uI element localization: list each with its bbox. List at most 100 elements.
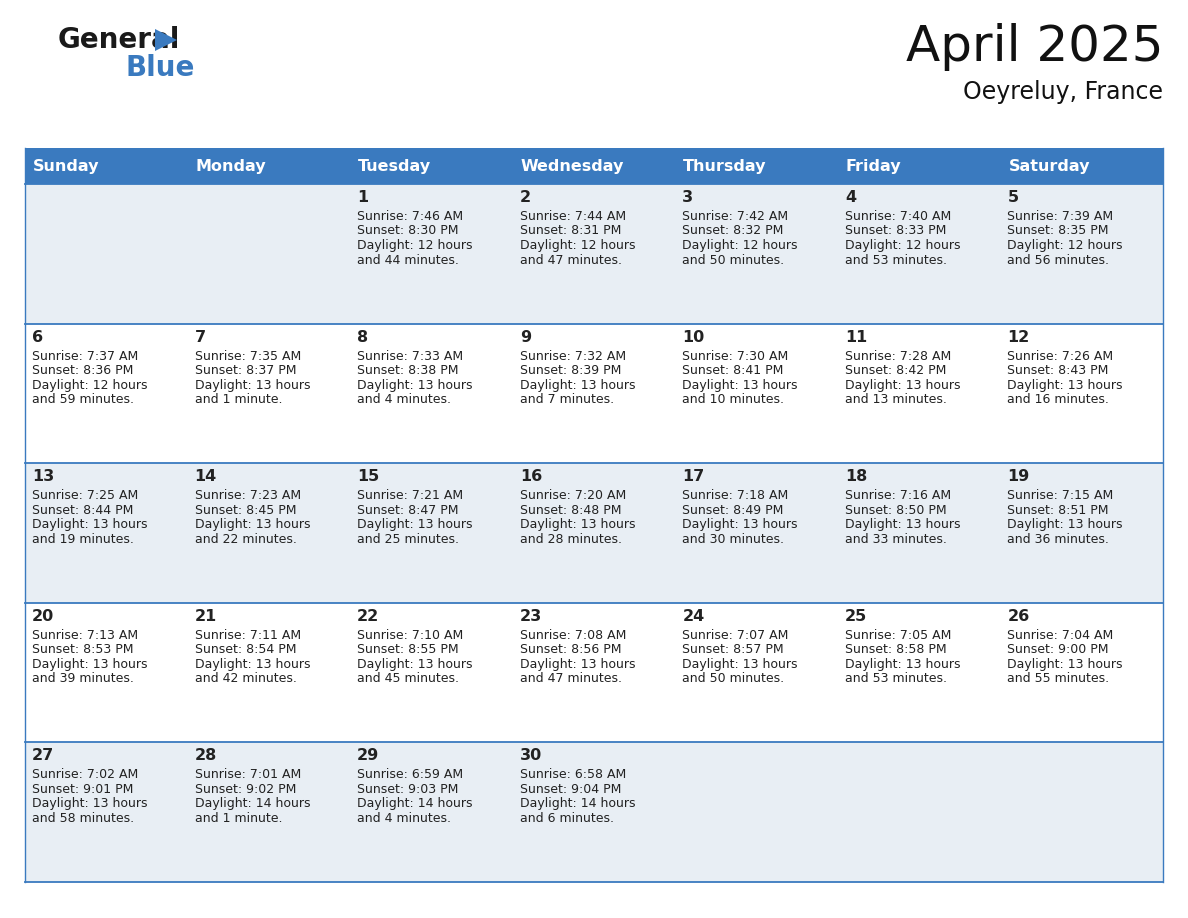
Text: Sunset: 8:53 PM: Sunset: 8:53 PM xyxy=(32,644,133,656)
Text: Daylight: 13 hours: Daylight: 13 hours xyxy=(1007,518,1123,532)
Text: and 53 minutes.: and 53 minutes. xyxy=(845,253,947,266)
Text: Sunrise: 7:18 AM: Sunrise: 7:18 AM xyxy=(682,489,789,502)
Text: Sunrise: 7:15 AM: Sunrise: 7:15 AM xyxy=(1007,489,1113,502)
Text: Sunset: 8:37 PM: Sunset: 8:37 PM xyxy=(195,364,296,377)
Text: Sunset: 8:50 PM: Sunset: 8:50 PM xyxy=(845,504,947,517)
Text: Daylight: 13 hours: Daylight: 13 hours xyxy=(845,658,960,671)
Text: Daylight: 13 hours: Daylight: 13 hours xyxy=(682,518,798,532)
Bar xyxy=(25,324,1163,464)
Text: 29: 29 xyxy=(358,748,379,764)
Bar xyxy=(1000,148,1163,184)
Text: Sunrise: 7:30 AM: Sunrise: 7:30 AM xyxy=(682,350,789,363)
Text: Daylight: 12 hours: Daylight: 12 hours xyxy=(1007,239,1123,252)
Bar xyxy=(188,148,350,184)
Text: Sunrise: 6:59 AM: Sunrise: 6:59 AM xyxy=(358,768,463,781)
Text: 11: 11 xyxy=(845,330,867,344)
Text: Sunset: 9:03 PM: Sunset: 9:03 PM xyxy=(358,783,459,796)
Text: Sunset: 8:49 PM: Sunset: 8:49 PM xyxy=(682,504,784,517)
Bar xyxy=(838,148,1000,184)
Text: Sunset: 8:56 PM: Sunset: 8:56 PM xyxy=(519,644,621,656)
Text: 23: 23 xyxy=(519,609,542,624)
Text: Sunrise: 7:42 AM: Sunrise: 7:42 AM xyxy=(682,210,789,223)
Text: and 1 minute.: and 1 minute. xyxy=(195,812,282,825)
Text: Sunset: 8:36 PM: Sunset: 8:36 PM xyxy=(32,364,133,377)
Text: and 44 minutes.: and 44 minutes. xyxy=(358,253,459,266)
Bar xyxy=(675,148,838,184)
Text: and 53 minutes.: and 53 minutes. xyxy=(845,672,947,686)
Text: Sunrise: 7:46 AM: Sunrise: 7:46 AM xyxy=(358,210,463,223)
Text: and 42 minutes.: and 42 minutes. xyxy=(195,672,297,686)
Text: and 4 minutes.: and 4 minutes. xyxy=(358,812,451,825)
Text: Monday: Monday xyxy=(196,159,266,174)
Text: and 50 minutes.: and 50 minutes. xyxy=(682,672,784,686)
Text: General: General xyxy=(58,26,181,54)
Bar xyxy=(25,148,188,184)
Text: Daylight: 13 hours: Daylight: 13 hours xyxy=(519,658,636,671)
Text: Daylight: 14 hours: Daylight: 14 hours xyxy=(358,798,473,811)
Text: and 47 minutes.: and 47 minutes. xyxy=(519,672,621,686)
Bar xyxy=(25,464,1163,603)
Text: and 55 minutes.: and 55 minutes. xyxy=(1007,672,1110,686)
Text: 5: 5 xyxy=(1007,190,1018,205)
Text: Sunset: 8:33 PM: Sunset: 8:33 PM xyxy=(845,225,946,238)
Text: Sunset: 8:42 PM: Sunset: 8:42 PM xyxy=(845,364,946,377)
Text: and 45 minutes.: and 45 minutes. xyxy=(358,672,459,686)
Text: Sunrise: 7:08 AM: Sunrise: 7:08 AM xyxy=(519,629,626,642)
Text: Sunset: 8:45 PM: Sunset: 8:45 PM xyxy=(195,504,296,517)
Text: Sunrise: 7:11 AM: Sunrise: 7:11 AM xyxy=(195,629,301,642)
Text: Daylight: 12 hours: Daylight: 12 hours xyxy=(358,239,473,252)
Text: Sunrise: 7:05 AM: Sunrise: 7:05 AM xyxy=(845,629,952,642)
Text: Tuesday: Tuesday xyxy=(358,159,431,174)
Text: and 30 minutes.: and 30 minutes. xyxy=(682,532,784,545)
Text: Sunrise: 7:13 AM: Sunrise: 7:13 AM xyxy=(32,629,138,642)
Text: 8: 8 xyxy=(358,330,368,344)
Text: Daylight: 13 hours: Daylight: 13 hours xyxy=(32,658,147,671)
Text: Sunrise: 7:07 AM: Sunrise: 7:07 AM xyxy=(682,629,789,642)
Text: Sunrise: 6:58 AM: Sunrise: 6:58 AM xyxy=(519,768,626,781)
Text: Sunset: 8:58 PM: Sunset: 8:58 PM xyxy=(845,644,947,656)
Text: 24: 24 xyxy=(682,609,704,624)
Text: April 2025: April 2025 xyxy=(905,23,1163,71)
Text: Daylight: 13 hours: Daylight: 13 hours xyxy=(32,518,147,532)
Bar xyxy=(513,148,675,184)
Text: and 13 minutes.: and 13 minutes. xyxy=(845,393,947,406)
Text: Sunrise: 7:10 AM: Sunrise: 7:10 AM xyxy=(358,629,463,642)
Text: Friday: Friday xyxy=(846,159,902,174)
Text: 4: 4 xyxy=(845,190,857,205)
Text: Sunset: 9:02 PM: Sunset: 9:02 PM xyxy=(195,783,296,796)
Text: and 4 minutes.: and 4 minutes. xyxy=(358,393,451,406)
Text: and 56 minutes.: and 56 minutes. xyxy=(1007,253,1110,266)
Text: Daylight: 13 hours: Daylight: 13 hours xyxy=(195,378,310,392)
Text: Daylight: 13 hours: Daylight: 13 hours xyxy=(195,658,310,671)
Text: Sunrise: 7:37 AM: Sunrise: 7:37 AM xyxy=(32,350,138,363)
Text: Sunrise: 7:25 AM: Sunrise: 7:25 AM xyxy=(32,489,138,502)
Text: 12: 12 xyxy=(1007,330,1030,344)
Text: Daylight: 13 hours: Daylight: 13 hours xyxy=(519,378,636,392)
Text: 26: 26 xyxy=(1007,609,1030,624)
Text: Sunset: 8:30 PM: Sunset: 8:30 PM xyxy=(358,225,459,238)
Text: Sunset: 9:00 PM: Sunset: 9:00 PM xyxy=(1007,644,1108,656)
Text: and 7 minutes.: and 7 minutes. xyxy=(519,393,614,406)
Text: Sunset: 8:41 PM: Sunset: 8:41 PM xyxy=(682,364,784,377)
Text: Daylight: 13 hours: Daylight: 13 hours xyxy=(1007,378,1123,392)
Text: 16: 16 xyxy=(519,469,542,484)
Text: Sunrise: 7:20 AM: Sunrise: 7:20 AM xyxy=(519,489,626,502)
Text: 30: 30 xyxy=(519,748,542,764)
Text: 25: 25 xyxy=(845,609,867,624)
Text: Sunrise: 7:32 AM: Sunrise: 7:32 AM xyxy=(519,350,626,363)
Text: 7: 7 xyxy=(195,330,206,344)
Text: Daylight: 14 hours: Daylight: 14 hours xyxy=(195,798,310,811)
Text: 19: 19 xyxy=(1007,469,1030,484)
Bar xyxy=(25,743,1163,882)
Text: 17: 17 xyxy=(682,469,704,484)
Text: Sunrise: 7:35 AM: Sunrise: 7:35 AM xyxy=(195,350,301,363)
Text: 20: 20 xyxy=(32,609,55,624)
Text: Sunrise: 7:28 AM: Sunrise: 7:28 AM xyxy=(845,350,952,363)
Text: Sunrise: 7:40 AM: Sunrise: 7:40 AM xyxy=(845,210,952,223)
Text: and 10 minutes.: and 10 minutes. xyxy=(682,393,784,406)
Text: Wednesday: Wednesday xyxy=(520,159,624,174)
Text: Sunset: 8:35 PM: Sunset: 8:35 PM xyxy=(1007,225,1108,238)
Polygon shape xyxy=(154,29,177,51)
Text: Daylight: 14 hours: Daylight: 14 hours xyxy=(519,798,636,811)
Text: Sunrise: 7:39 AM: Sunrise: 7:39 AM xyxy=(1007,210,1113,223)
